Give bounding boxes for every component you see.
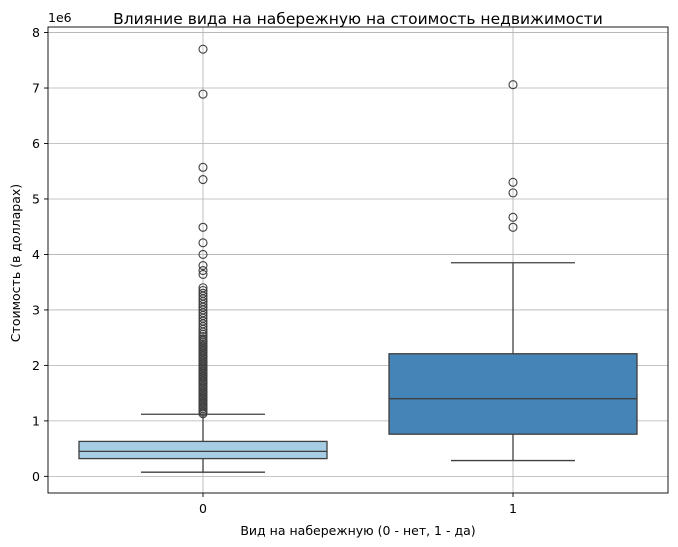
outlier-point: [508, 212, 518, 222]
outlier-point: [198, 44, 208, 54]
outlier-point: [198, 332, 208, 342]
y-tick-label: 8: [32, 25, 40, 40]
y-tick-label: 3: [32, 302, 40, 317]
outlier-point: [198, 238, 208, 248]
y-tick-label: 7: [32, 81, 40, 96]
outlier-point: [508, 177, 518, 187]
chart-title: Влияние вида на набережную на стоимость …: [113, 10, 603, 28]
y-axis-label: Стоимость (в долларах): [8, 184, 23, 342]
outlier-point: [508, 222, 518, 232]
y-tick-label: 4: [32, 247, 40, 262]
x-tick-label: 1: [509, 501, 517, 516]
outlier-point: [198, 334, 208, 344]
outlier-point: [198, 260, 208, 271]
box-group-1: [388, 80, 638, 462]
x-axis-label: Вид на набережную (0 - нет, 1 - да): [240, 523, 475, 538]
outlier-point: [198, 265, 208, 276]
box-group-0: [78, 44, 328, 473]
boxes-layer: [78, 44, 638, 473]
y-tick-label: 1: [32, 413, 40, 428]
outlier-point: [198, 222, 208, 232]
y-tick-label: 2: [32, 358, 40, 373]
outlier-point: [198, 269, 208, 279]
iqr-box: [388, 353, 638, 435]
outlier-point: [508, 188, 518, 198]
y-axis: 0 1 2 3 4 5 6 7 8: [32, 25, 48, 484]
outlier-point: [198, 162, 208, 172]
y-tick-label: 5: [32, 191, 40, 206]
y-tick-label: 0: [32, 469, 40, 484]
outlier-point: [198, 249, 208, 260]
outlier-point: [198, 175, 208, 185]
y-scale-exponent: 1e6: [48, 10, 72, 25]
outlier-point: [198, 285, 208, 296]
outlier-point: [198, 283, 208, 293]
outlier-point: [198, 288, 208, 298]
plot-frame: [47, 26, 669, 494]
iqr-box: [78, 440, 328, 460]
x-tick-label: 0: [199, 501, 207, 516]
outlier-point: [508, 80, 518, 90]
outlier-point: [198, 89, 208, 99]
y-tick-label: 6: [32, 136, 40, 151]
